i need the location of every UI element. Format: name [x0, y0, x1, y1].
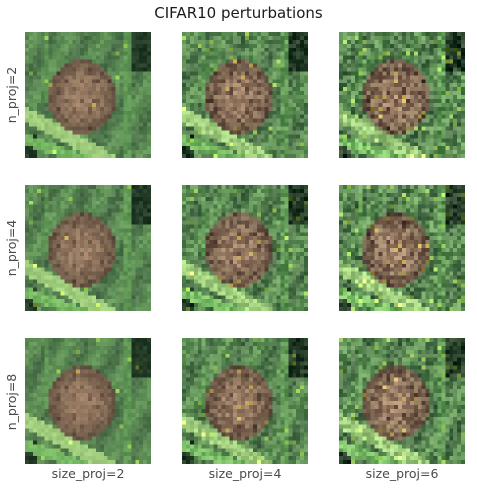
figure-title: CIFAR10 perturbations	[154, 4, 323, 22]
col-label-size-proj-4: size_proj=4	[208, 466, 282, 481]
perturbed-image-r3-c2	[182, 338, 308, 464]
perturbed-image-r3-c3	[339, 338, 465, 464]
row-label-n-proj-2: n_proj=2	[4, 66, 19, 124]
perturbed-image-r1-c2	[182, 32, 308, 158]
perturbed-image-r3-c1	[25, 338, 151, 464]
col-label-size-proj-2: size_proj=2	[51, 466, 125, 481]
perturbed-image-r1-c1	[25, 32, 151, 158]
perturbed-image-r2-c2	[182, 185, 308, 311]
perturbed-image-r2-c1	[25, 185, 151, 311]
perturbed-image-r2-c3	[339, 185, 465, 311]
row-label-n-proj-4: n_proj=4	[4, 219, 19, 277]
perturbed-image-r1-c3	[339, 32, 465, 158]
col-label-size-proj-6: size_proj=6	[365, 466, 439, 481]
row-label-n-proj-8: n_proj=8	[4, 373, 19, 431]
